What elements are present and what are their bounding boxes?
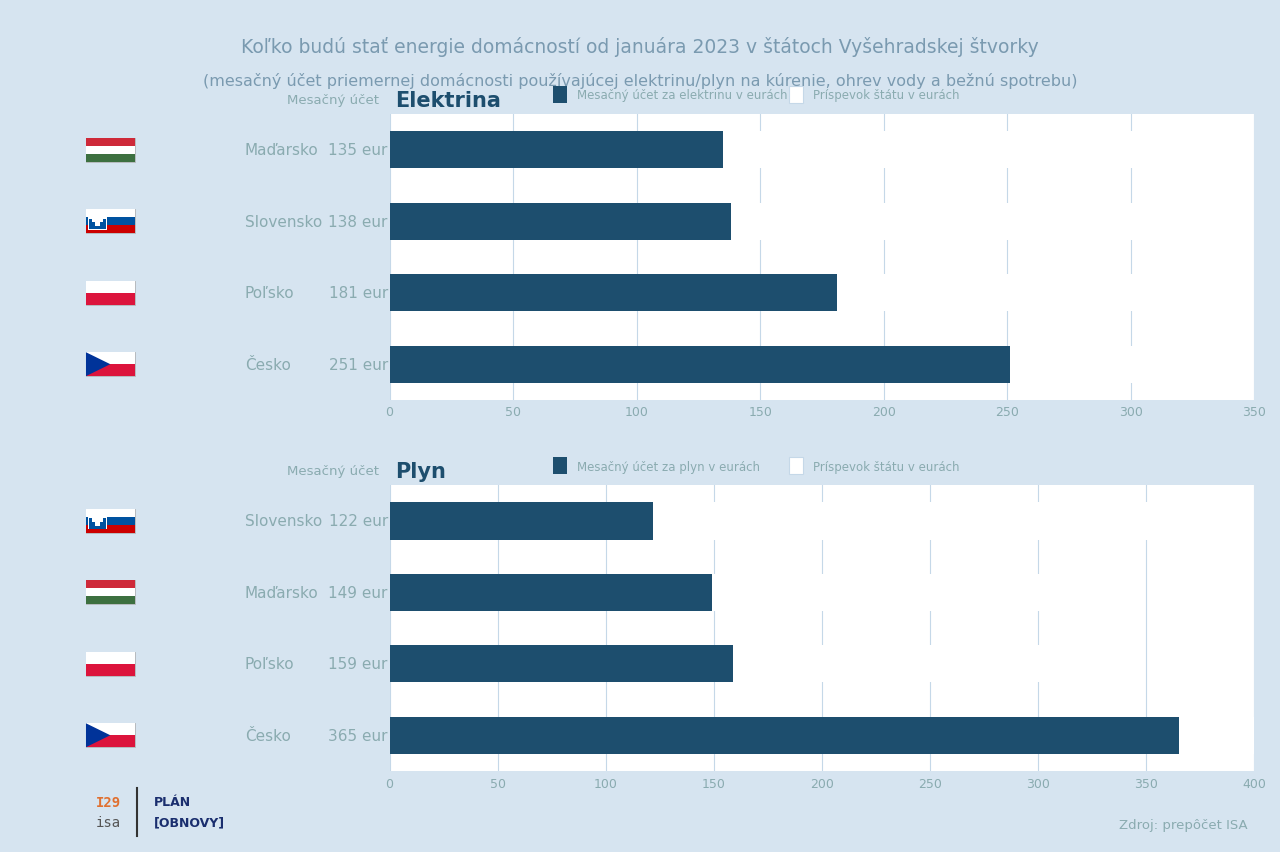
Text: Slovensko: Slovensko	[244, 215, 323, 229]
Bar	[788, 458, 804, 475]
Bar	[389, 132, 723, 170]
Bar	[389, 717, 1254, 754]
Text: PLÁN: PLÁN	[154, 795, 191, 809]
Text: 135 eur: 135 eur	[329, 143, 388, 158]
Bar	[86, 293, 134, 305]
Bar	[86, 365, 134, 377]
Text: 251 eur: 251 eur	[329, 357, 388, 372]
Bar	[86, 147, 134, 155]
Bar	[90, 519, 106, 529]
Text: isa: isa	[96, 815, 122, 829]
Bar	[92, 519, 104, 522]
Text: Elektrina: Elektrina	[396, 90, 502, 111]
Bar	[86, 210, 134, 218]
Bar	[86, 526, 134, 533]
Bar	[92, 517, 104, 520]
Bar	[86, 723, 134, 735]
Text: Česko: Česko	[244, 357, 291, 372]
Text: Slovensko: Slovensko	[244, 514, 323, 529]
Text: 365 eur: 365 eur	[328, 728, 388, 743]
Bar	[88, 513, 108, 530]
Text: Mesačný účet: Mesačný účet	[287, 464, 379, 478]
Bar	[86, 517, 134, 526]
Text: Plyn: Plyn	[396, 461, 447, 481]
Bar	[86, 589, 134, 596]
Text: Mesačný účet za elektrinu v eurách: Mesačný účet za elektrinu v eurách	[577, 89, 787, 102]
Text: 149 eur: 149 eur	[329, 585, 388, 600]
Text: 159 eur: 159 eur	[329, 657, 388, 671]
Text: I29: I29	[96, 795, 122, 809]
Bar	[389, 346, 1010, 383]
Bar	[88, 214, 108, 230]
Text: Mesačný účet: Mesačný účet	[287, 94, 379, 107]
Bar	[553, 458, 567, 475]
Bar	[389, 275, 1230, 312]
Bar	[389, 646, 1103, 682]
Bar	[86, 155, 134, 163]
Text: Maďarsko: Maďarsko	[244, 143, 319, 158]
Bar	[86, 664, 134, 676]
Polygon shape	[86, 353, 110, 377]
Bar	[389, 132, 1180, 170]
Bar	[389, 646, 733, 682]
Bar	[389, 346, 1167, 383]
Text: Poľsko: Poľsko	[244, 286, 294, 301]
Bar	[389, 574, 1103, 611]
Bar	[86, 281, 134, 293]
Bar	[86, 652, 134, 664]
Bar	[389, 574, 712, 611]
Text: (mesačný účet priemernej domácnosti používajúcej elektrinu/plyn na kúrenie, ohre: (mesačný účet priemernej domácnosti použ…	[202, 73, 1078, 89]
Text: 181 eur: 181 eur	[329, 286, 388, 301]
Bar	[389, 204, 731, 240]
Bar	[86, 139, 134, 147]
Bar	[389, 717, 1179, 754]
Bar	[86, 735, 134, 747]
Text: Koľko budú stať energie domácností od januára 2023 v štátoch Vyšehradskej štvork: Koľko budú stať energie domácností od ja…	[241, 37, 1039, 57]
Bar	[86, 353, 134, 365]
Text: Česko: Česko	[244, 728, 291, 743]
Bar	[92, 217, 104, 221]
Bar	[86, 218, 134, 226]
Text: 122 eur: 122 eur	[329, 514, 388, 529]
Bar	[553, 87, 567, 104]
Bar	[86, 596, 134, 605]
Bar	[86, 226, 134, 234]
Bar	[788, 87, 804, 104]
Bar	[95, 517, 100, 526]
Bar	[86, 581, 134, 589]
Text: [OBNOVY]: [OBNOVY]	[154, 815, 225, 829]
Bar	[389, 503, 1211, 540]
Text: Zdroj: prepôčet ISA: Zdroj: prepôčet ISA	[1120, 818, 1248, 831]
Text: 138 eur: 138 eur	[329, 215, 388, 229]
Text: Príspevok štátu v eurách: Príspevok štátu v eurách	[813, 89, 960, 102]
Text: Príspevok štátu v eurách: Príspevok štátu v eurách	[813, 460, 960, 473]
Text: Mesačný účet za plyn v eurách: Mesačný účet za plyn v eurách	[577, 460, 760, 473]
Bar	[90, 220, 106, 230]
Bar	[86, 509, 134, 517]
Text: Poľsko: Poľsko	[244, 657, 294, 671]
Bar	[95, 218, 100, 227]
Bar	[389, 204, 1156, 240]
Bar	[389, 275, 837, 312]
Polygon shape	[86, 723, 110, 747]
Bar	[389, 503, 653, 540]
Bar	[92, 220, 104, 222]
Text: Maďarsko: Maďarsko	[244, 585, 319, 600]
